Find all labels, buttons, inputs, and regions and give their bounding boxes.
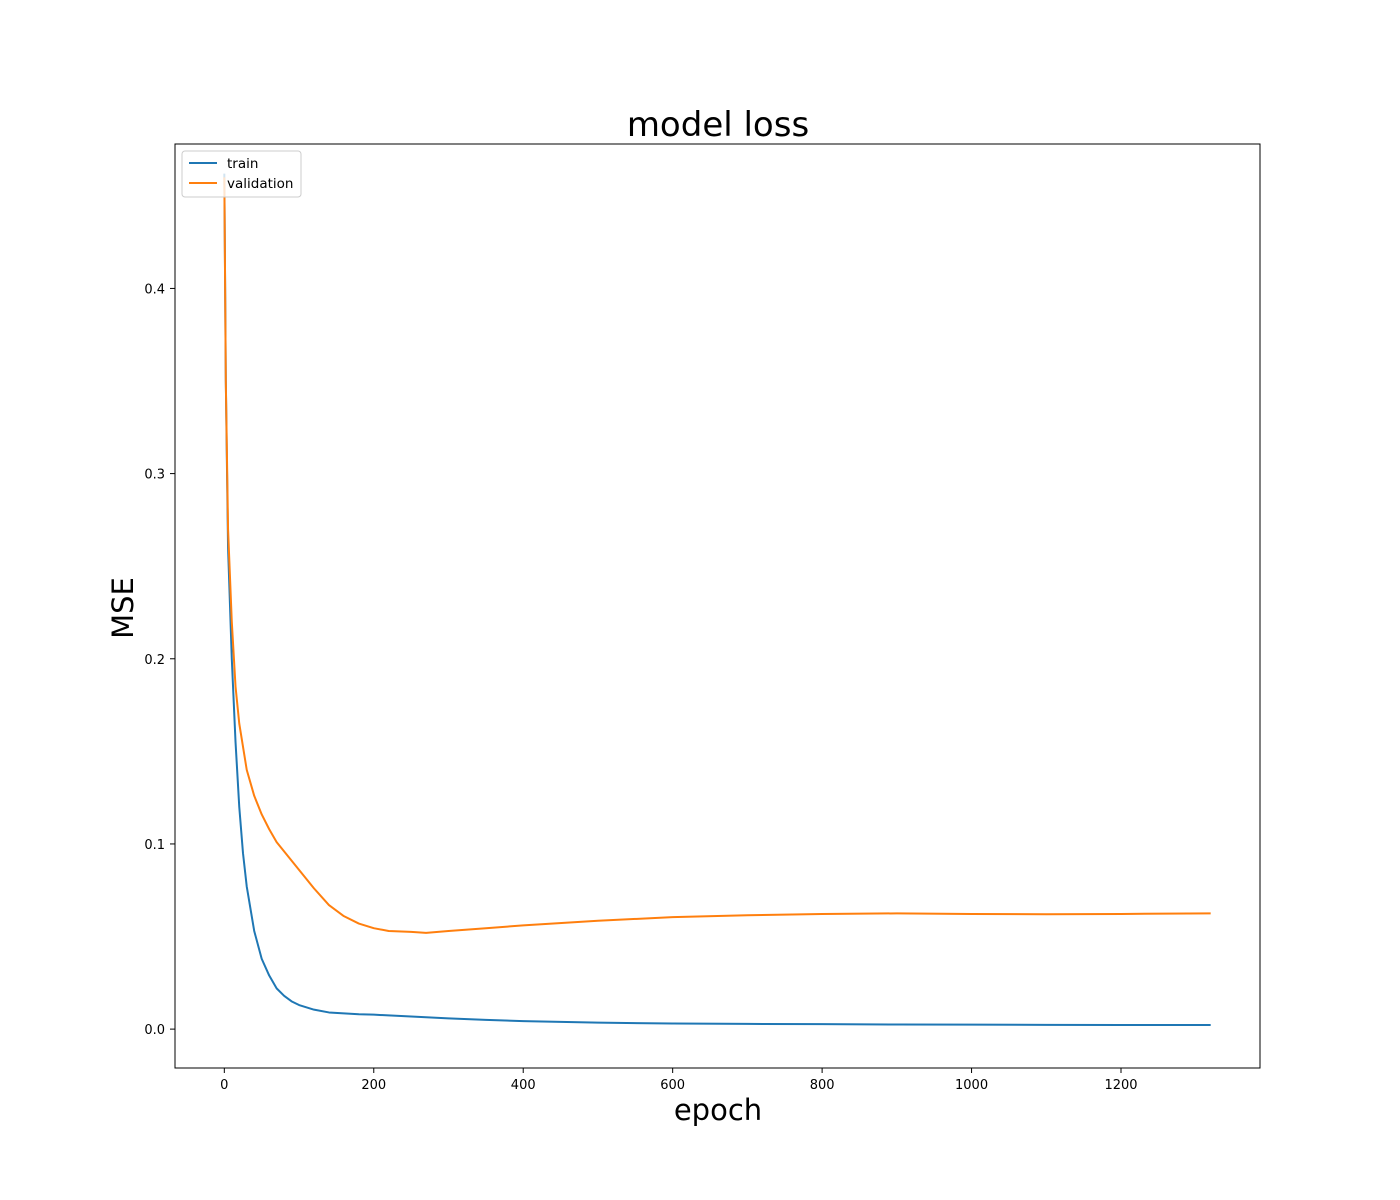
y-tick-label: 0.4	[144, 282, 165, 297]
y-tick-label: 0.2	[144, 653, 165, 668]
x-axis-label: epoch	[674, 1093, 762, 1127]
legend-label-validation: validation	[227, 176, 293, 192]
x-tick-label: 200	[361, 1078, 386, 1093]
y-axis-ticks: 0.0 0.1 0.2 0.3 0.4	[144, 282, 175, 1038]
x-tick-label: 400	[511, 1078, 536, 1093]
x-tick-label: 600	[660, 1078, 685, 1093]
x-tick-label: 1200	[1104, 1078, 1137, 1093]
series-line-validation	[223, 177, 1211, 934]
x-tick-label: 800	[810, 1078, 835, 1093]
y-tick-label: 0.1	[144, 838, 165, 853]
legend-label-train: train	[227, 156, 258, 172]
y-tick-label: 0.0	[144, 1023, 165, 1038]
plot-frame	[174, 143, 1261, 1069]
chart-title: model loss	[627, 105, 809, 145]
x-tick-label: 0	[220, 1078, 228, 1093]
x-tick-label: 1000	[955, 1078, 988, 1093]
plot-lines	[223, 173, 1211, 1027]
series-line-train	[223, 173, 1211, 1027]
legend: train validation	[181, 150, 302, 198]
y-tick-label: 0.3	[144, 468, 165, 483]
y-axis-label: MSE	[106, 577, 140, 639]
x-axis-ticks: 0 200 400 600 800 1000 1200	[220, 1068, 1138, 1093]
